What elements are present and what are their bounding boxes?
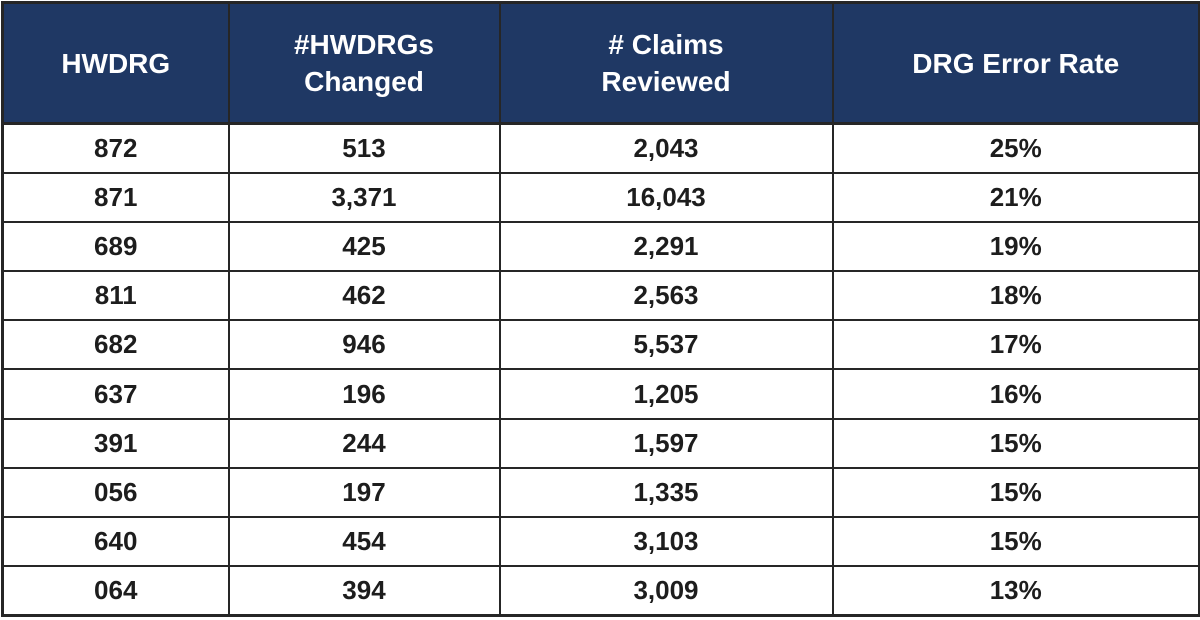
table-row: 391 244 1,597 15%	[1, 417, 1200, 469]
cell-hwdrgs-changed: 946	[227, 319, 501, 371]
cell-claims-reviewed: 2,043	[498, 122, 834, 174]
cell-hwdrgs-changed: 462	[227, 270, 501, 322]
cell-drg-error-rate: 21%	[831, 171, 1200, 223]
cell-drg-error-rate: 18%	[831, 270, 1200, 322]
cell-hwdrgs-changed: 513	[227, 122, 501, 174]
cell-hwdrg: 689	[1, 220, 230, 273]
cell-hwdrgs-changed: 196	[227, 368, 501, 420]
cell-claims-reviewed: 5,537	[498, 319, 834, 371]
column-header-claims-reviewed: # Claims Reviewed	[498, 1, 834, 125]
column-header-hwdrg: HWDRG	[1, 1, 230, 125]
table-row: 064 394 3,009 13%	[1, 565, 1200, 617]
cell-drg-error-rate: 15%	[831, 515, 1200, 568]
table-body: 872 513 2,043 25% 871 3,371 16,043 21% 6…	[1, 122, 1200, 617]
cell-hwdrgs-changed: 3,371	[227, 171, 501, 223]
table-row: 871 3,371 16,043 21%	[1, 171, 1200, 223]
column-header-hwdrgs-changed: #HWDRGs Changed	[227, 1, 501, 125]
table-row: 056 197 1,335 15%	[1, 466, 1200, 519]
cell-drg-error-rate: 17%	[831, 319, 1200, 371]
cell-claims-reviewed: 1,205	[498, 368, 834, 420]
cell-claims-reviewed: 3,103	[498, 515, 834, 568]
cell-drg-error-rate: 25%	[831, 122, 1200, 174]
header-row: HWDRG #HWDRGs Changed # Claims Reviewed …	[1, 1, 1200, 125]
cell-claims-reviewed: 2,291	[498, 220, 834, 273]
cell-hwdrgs-changed: 454	[227, 515, 501, 568]
table-row: 872 513 2,043 25%	[1, 122, 1200, 174]
cell-claims-reviewed: 3,009	[498, 565, 834, 617]
cell-hwdrg: 811	[1, 270, 230, 322]
cell-hwdrg: 640	[1, 515, 230, 568]
cell-hwdrg: 391	[1, 417, 230, 469]
cell-drg-error-rate: 19%	[831, 220, 1200, 273]
table-row: 682 946 5,537 17%	[1, 319, 1200, 371]
cell-hwdrgs-changed: 394	[227, 565, 501, 617]
cell-hwdrg: 064	[1, 565, 230, 617]
cell-claims-reviewed: 2,563	[498, 270, 834, 322]
cell-hwdrg: 637	[1, 368, 230, 420]
table-row: 689 425 2,291 19%	[1, 220, 1200, 273]
cell-hwdrg: 872	[1, 122, 230, 174]
cell-claims-reviewed: 1,335	[498, 466, 834, 519]
column-header-drg-error-rate: DRG Error Rate	[831, 1, 1200, 125]
cell-hwdrg: 056	[1, 466, 230, 519]
cell-drg-error-rate: 13%	[831, 565, 1200, 617]
cell-hwdrgs-changed: 244	[227, 417, 501, 469]
cell-hwdrgs-changed: 197	[227, 466, 501, 519]
cell-hwdrgs-changed: 425	[227, 220, 501, 273]
table-row: 811 462 2,563 18%	[1, 270, 1200, 322]
cell-hwdrg: 871	[1, 171, 230, 223]
cell-claims-reviewed: 16,043	[498, 171, 834, 223]
table-row: 637 196 1,205 16%	[1, 368, 1200, 420]
table-row: 640 454 3,103 15%	[1, 515, 1200, 568]
cell-drg-error-rate: 15%	[831, 417, 1200, 469]
table-header: HWDRG #HWDRGs Changed # Claims Reviewed …	[1, 1, 1200, 125]
cell-claims-reviewed: 1,597	[498, 417, 834, 469]
cell-drg-error-rate: 15%	[831, 466, 1200, 519]
cell-hwdrg: 682	[1, 319, 230, 371]
cell-drg-error-rate: 16%	[831, 368, 1200, 420]
